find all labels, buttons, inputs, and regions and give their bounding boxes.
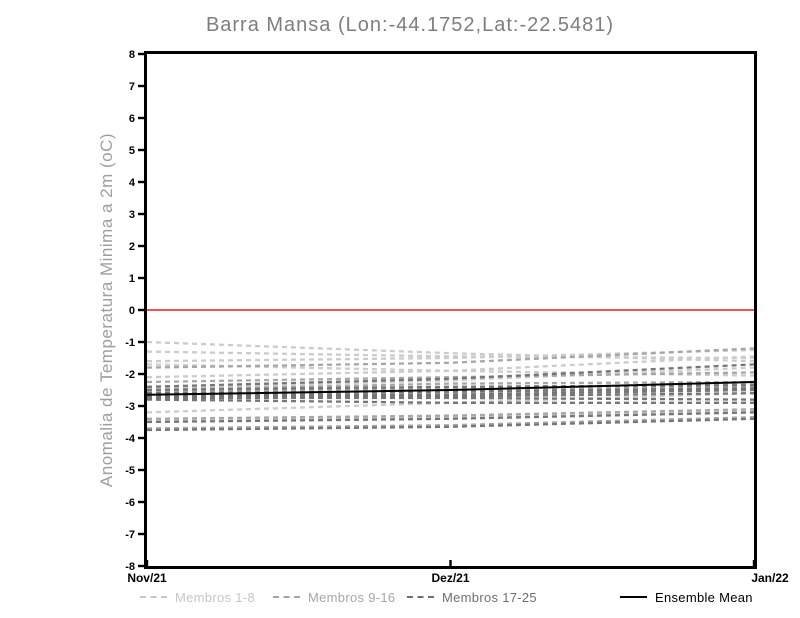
legend-dashed-line-sample — [273, 596, 300, 598]
legend-dashed-line-sample — [140, 596, 167, 598]
legend-item: Membros 9-16 — [273, 589, 395, 605]
y-tick-label: -8 — [125, 561, 135, 573]
member-line — [146, 398, 754, 404]
member-line — [146, 409, 755, 422]
member-line — [146, 363, 755, 388]
y-tick-label: 4 — [129, 177, 136, 189]
member-line — [146, 392, 755, 414]
legend-label: Membros 17-25 — [442, 589, 537, 605]
member-line — [146, 384, 755, 392]
member-line — [147, 396, 755, 401]
y-tick-label: 8 — [129, 49, 135, 61]
y-tick-label: -5 — [125, 465, 135, 477]
plot-frame — [144, 51, 757, 569]
member-line — [146, 350, 755, 360]
x-tick-label: Jan/22 — [751, 571, 789, 585]
y-tick-label: 3 — [129, 209, 135, 221]
legend: Membros 1-8 Membros 9-16 Membros 17-25 Ense… — [0, 589, 800, 609]
member-line — [147, 392, 755, 398]
y-tick-label: 7 — [129, 81, 135, 93]
legend-item: Ensemble Mean — [620, 589, 753, 605]
member-line — [146, 355, 755, 379]
y-tick-label: -2 — [125, 369, 135, 381]
member-line — [146, 408, 755, 420]
y-tick-label: 2 — [129, 241, 135, 253]
legend-dashed-line-sample — [407, 596, 434, 598]
member-line — [146, 417, 755, 432]
ensemble-mean-line — [146, 381, 755, 396]
y-tick-label: 0 — [129, 305, 135, 317]
x-tick-label: Dez/21 — [431, 571, 469, 585]
chart-title: Barra Mansa (Lon:-44.1752,Lat:-22.5481) — [205, 14, 615, 36]
legend-item: Membros 17-25 — [407, 589, 537, 605]
legend-label: Ensemble Mean — [655, 589, 753, 605]
y-tick-label: -6 — [125, 497, 135, 509]
y-tick-label: 5 — [129, 145, 135, 157]
legend-label: Membros 1-8 — [175, 589, 255, 605]
legend-label: Membros 9-16 — [308, 589, 396, 605]
member-line — [147, 388, 755, 396]
member-line — [146, 347, 755, 369]
y-tick-label: -3 — [125, 401, 135, 413]
y-tick-label: -1 — [125, 337, 135, 349]
member-line — [146, 411, 755, 424]
member-line — [146, 366, 755, 390]
x-tick-label: Nov/21 — [127, 571, 167, 585]
legend-item: Membros 1-8 — [140, 589, 255, 605]
y-tick-label: -4 — [125, 433, 136, 445]
member-line — [146, 371, 755, 384]
legend-solid-line-sample — [620, 596, 647, 598]
y-tick-label: 6 — [129, 113, 135, 125]
y-tick-label: 1 — [129, 273, 135, 285]
member-line — [146, 416, 755, 430]
y-tick-label: -7 — [125, 529, 135, 541]
